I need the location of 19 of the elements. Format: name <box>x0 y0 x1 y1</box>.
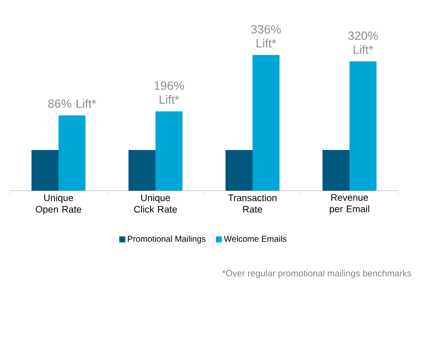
legend-label: Promotional Mailings <box>128 236 206 244</box>
x-tick-label: Unique Click Rate <box>134 194 177 213</box>
x-tick-label: Transaction Rate <box>228 194 276 213</box>
annotation: 336% Lift* <box>251 25 281 48</box>
annotation: 86% Lift* <box>48 99 96 108</box>
annotation: 196% Lift* <box>154 81 184 104</box>
bar <box>322 150 350 191</box>
text: *Over regular promotional mailings benchmarks <box>222 270 412 278</box>
legend-label: Welcome Emails <box>224 236 286 242</box>
bar <box>58 115 86 191</box>
bar <box>350 61 377 191</box>
bar <box>32 150 58 191</box>
annotation: 320% Lift* <box>348 31 378 54</box>
bar <box>226 150 253 191</box>
x-tick-label: Unique Open Rate <box>36 194 82 215</box>
bar <box>156 111 182 191</box>
bar <box>252 55 280 191</box>
bar <box>128 150 156 191</box>
x-tick-label: Revenue per Email <box>330 194 370 214</box>
